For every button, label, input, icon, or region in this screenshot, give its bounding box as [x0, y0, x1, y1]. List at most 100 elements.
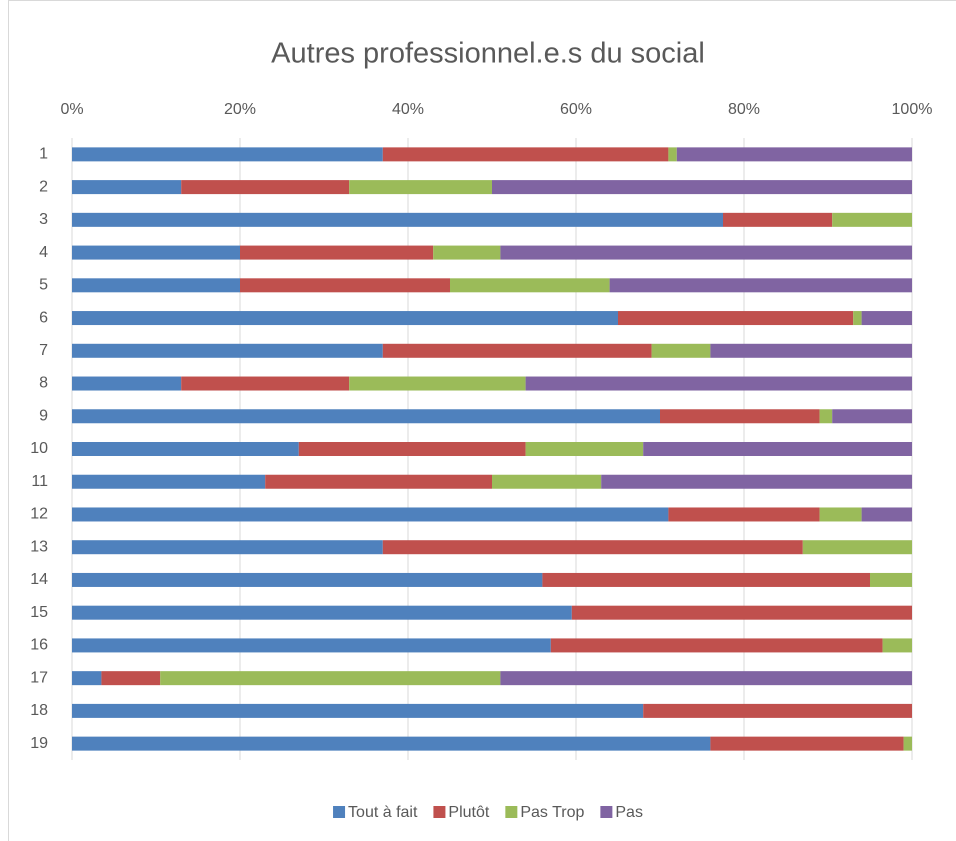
bar-segment [101, 671, 161, 686]
bar-segment [819, 409, 833, 424]
y-tick-label: 17 [30, 669, 48, 686]
y-tick-label: 15 [30, 604, 48, 621]
bar-segment [601, 474, 912, 489]
x-tick-label: 40% [392, 101, 424, 118]
bar-segment [861, 311, 912, 326]
y-tick-label: 5 [39, 277, 48, 294]
bar-segment [72, 703, 644, 718]
bar-segment [450, 278, 610, 293]
bar-segment [819, 507, 862, 522]
bar-segment [492, 474, 602, 489]
bar-segment [571, 605, 912, 620]
bar-segment [882, 638, 912, 653]
bar-segment [72, 605, 572, 620]
x-tick-label: 60% [560, 101, 592, 118]
bar-segment [72, 147, 383, 162]
bar-segment [72, 343, 383, 358]
bar-segment [349, 180, 492, 195]
bar-segment [72, 474, 266, 489]
bar-segment [525, 376, 912, 391]
y-tick-label: 7 [39, 342, 48, 359]
bar-segment [160, 671, 501, 686]
bar-segment [72, 180, 182, 195]
bar-segment [265, 474, 492, 489]
y-tick-label: 12 [30, 506, 48, 523]
bar-segment [500, 671, 912, 686]
legend-label: Pas Trop [520, 804, 584, 821]
legend-label: Pas [615, 804, 643, 821]
legend-swatch [433, 806, 446, 818]
bar-segment [802, 540, 912, 555]
y-tick-label: 18 [30, 702, 48, 719]
bar-segment [72, 409, 660, 424]
bar-segment [870, 572, 912, 587]
bar-segment [723, 212, 833, 227]
bar-segment [349, 376, 526, 391]
bar-segment [298, 442, 526, 456]
bar-segment [668, 507, 820, 522]
bar-segment [550, 638, 883, 653]
bar-segment [72, 572, 543, 587]
y-tick-label: 14 [30, 571, 48, 588]
bar-segment [618, 311, 854, 326]
y-tick-label: 13 [30, 538, 48, 555]
bar-segment [72, 507, 669, 522]
bar-segment [660, 409, 820, 424]
bar-segment [861, 507, 912, 522]
x-tick-label: 100% [892, 101, 933, 118]
bar-segment [668, 147, 677, 162]
bar-segment [72, 311, 618, 326]
y-tick-label: 19 [30, 735, 48, 752]
legend-label: Tout à fait [348, 804, 418, 821]
y-tick-label: 3 [39, 211, 48, 228]
x-tick-label: 20% [224, 101, 256, 118]
y-tick-label: 4 [39, 244, 48, 261]
bar-segment [651, 343, 711, 358]
bar-segment [643, 703, 912, 718]
bar-segment [72, 638, 551, 653]
y-tick-label: 10 [30, 440, 48, 457]
bar-segment [72, 442, 299, 456]
y-tick-label: 8 [39, 375, 48, 392]
y-tick-label: 9 [39, 407, 48, 424]
y-tick-label: 16 [30, 637, 48, 654]
bar-segment [643, 442, 912, 456]
bar-segment [710, 736, 904, 751]
bar-segment [72, 736, 711, 751]
bar-segment [433, 245, 501, 260]
bar-segment [542, 572, 870, 587]
y-tick-label: 2 [39, 178, 48, 195]
bar-segment [72, 671, 102, 686]
bar-segment [72, 278, 240, 293]
bar-segment [181, 376, 350, 391]
x-tick-label: 80% [728, 101, 760, 118]
bar-segment [72, 212, 723, 227]
legend-label: Plutôt [448, 804, 489, 821]
x-tick-label: 0% [60, 101, 83, 118]
bar-segment [525, 442, 644, 456]
bar-segment [500, 245, 912, 260]
bar-segment [72, 376, 182, 391]
bar-segment [492, 180, 912, 195]
legend-swatch [505, 806, 518, 818]
bar-segment [72, 540, 383, 555]
y-tick-label: 1 [39, 146, 48, 163]
legend-swatch [600, 806, 613, 818]
bar-segment [240, 245, 434, 260]
bar-segment [240, 278, 450, 293]
bar-segment [72, 245, 240, 260]
bar-segment [903, 736, 912, 751]
bar-segment [382, 343, 652, 358]
bar-segment [832, 409, 912, 424]
y-tick-label: 11 [31, 473, 48, 490]
legend-swatch [333, 806, 346, 818]
bar-segment [832, 212, 912, 227]
bar-segment [382, 147, 669, 162]
bar-segment [609, 278, 912, 293]
bar-segment [382, 540, 803, 555]
chart-title: Autres professionnel.e.s du social [271, 38, 705, 70]
bar-segment [181, 180, 350, 195]
bar-segment [853, 311, 862, 326]
